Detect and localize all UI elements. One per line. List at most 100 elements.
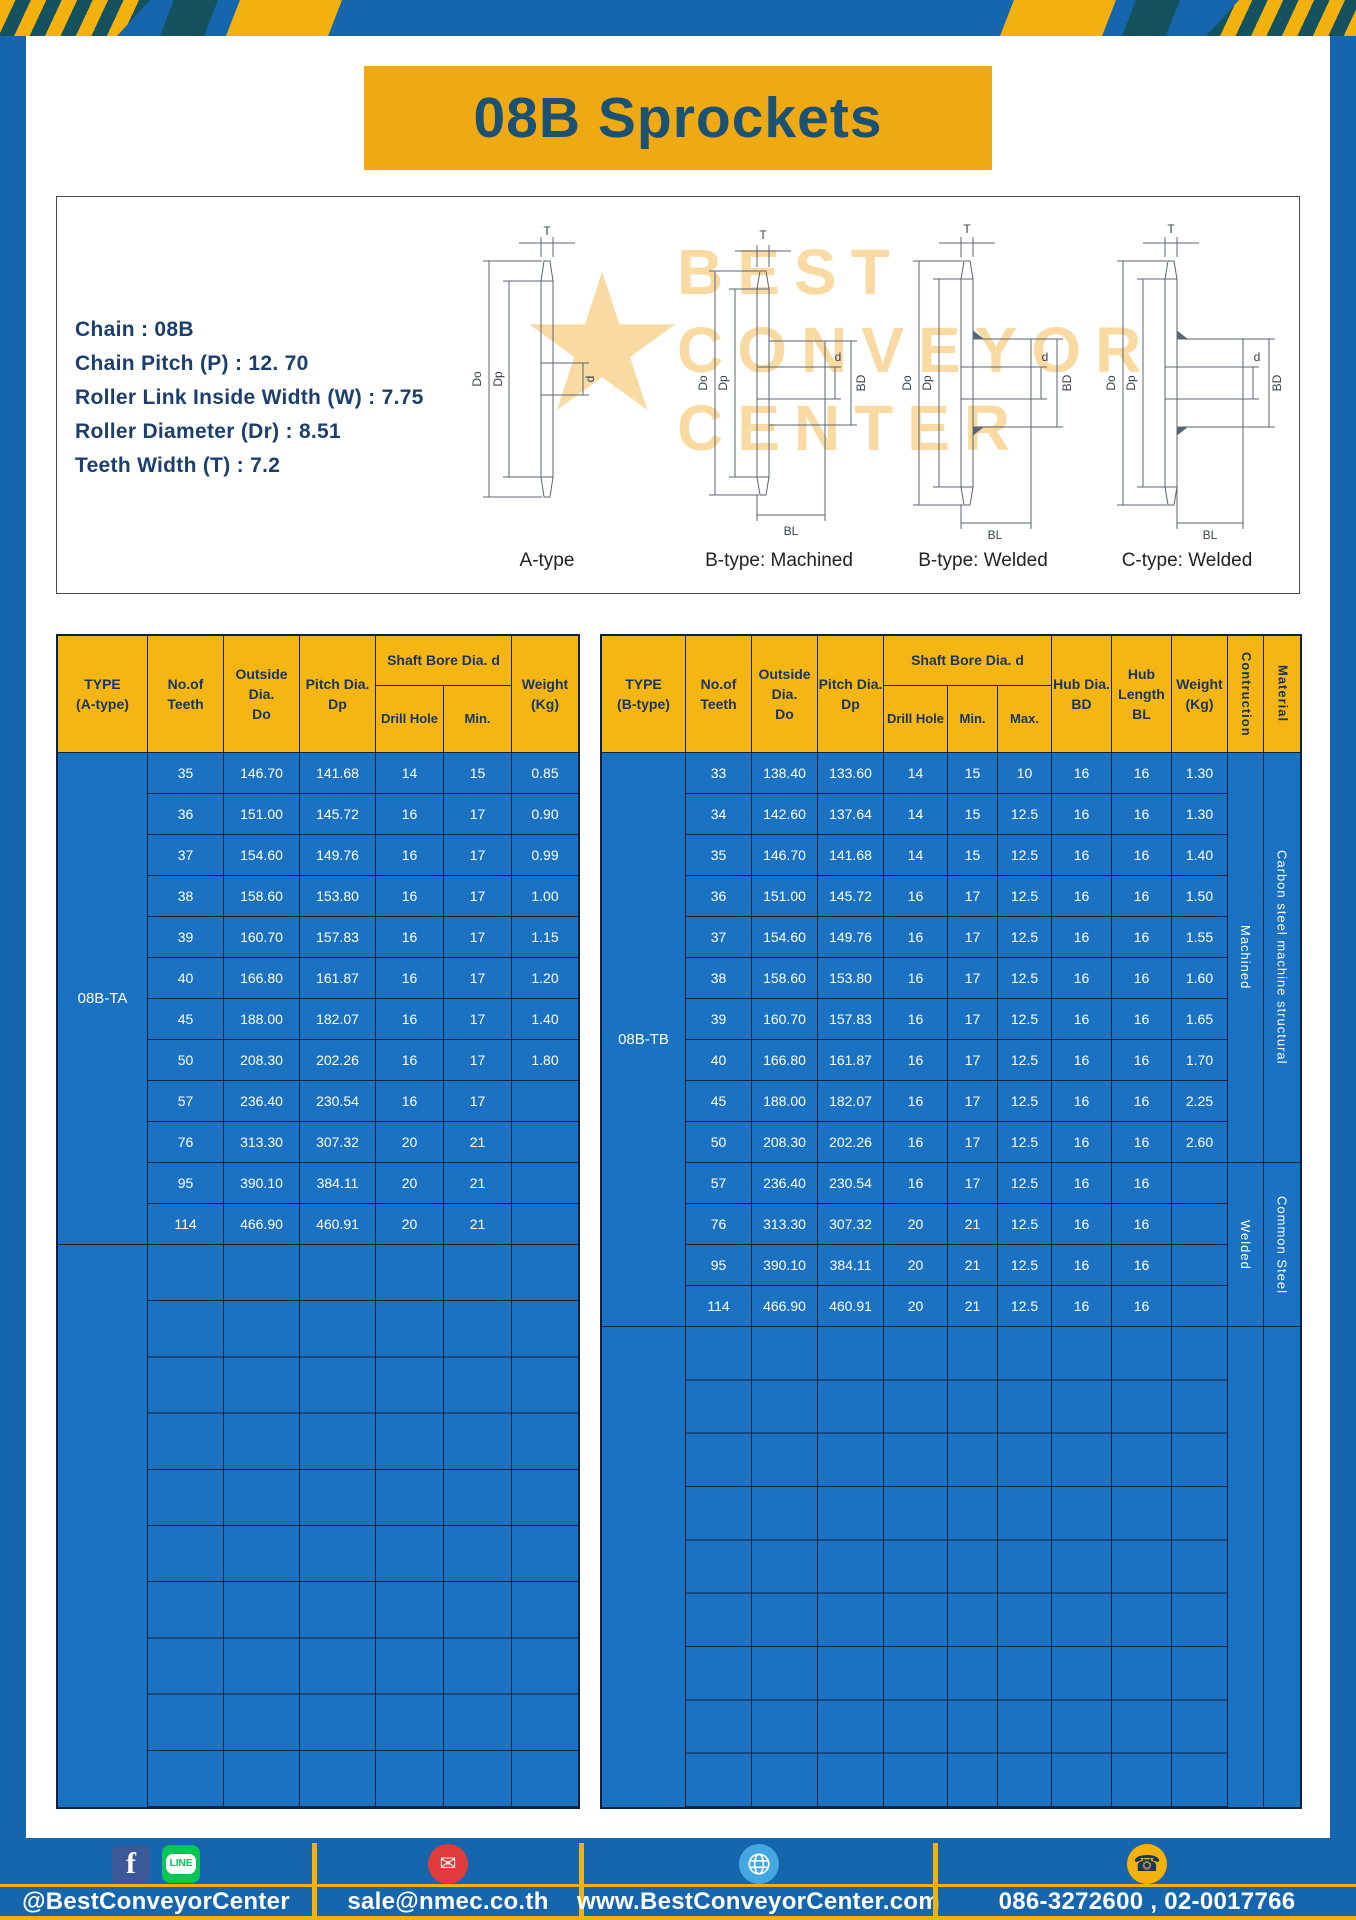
table-b-hub-dia-cell: 16 (1052, 1204, 1111, 1245)
table-a-outside-cell: 166.80 (224, 958, 299, 999)
svg-text:Dp: Dp (491, 371, 505, 387)
globe-icon (738, 1843, 779, 1884)
table-b-max-cell: 12.5 (998, 1163, 1051, 1204)
table-b-header-min: Min. (948, 686, 997, 753)
svg-text:T: T (1167, 223, 1175, 236)
table-a-teeth-cell: 50 (148, 1040, 223, 1081)
table-b-weight-cell (1172, 1163, 1227, 1204)
table-a-col-shaft-bore: Shaft Bore Dia. d Drill Hole 14 16 16 16 16 1… (376, 636, 512, 1807)
table-b-outside-cell: 160.70 (752, 999, 817, 1040)
table-b-max-cell: 12.5 (998, 958, 1051, 999)
footer-website-label: www.BestConveyorCenter.com (577, 1887, 941, 1915)
table-b-teeth-cell: 38 (686, 958, 751, 999)
table-a-type-label: 08B-TA (58, 753, 147, 1245)
table-a-weight-cell (512, 1122, 578, 1163)
table-b-empty-rows (884, 1327, 947, 1807)
table-b-teeth-cell: 40 (686, 1040, 751, 1081)
table-b-drill-cell: 14 (884, 794, 947, 835)
table-a-drill-cell: 16 (376, 876, 443, 917)
table-b-weight-cell: 2.25 (1172, 1081, 1227, 1122)
construction-empty-cell (1228, 1327, 1263, 1807)
svg-text:Do: Do (1104, 375, 1118, 391)
figure-caption: B-type: Welded (918, 550, 1048, 571)
table-b-header-pitch: Pitch Dia. Dp (818, 636, 883, 753)
table-a-outside-cell: 188.00 (224, 999, 299, 1040)
table-a-min-cell: 17 (444, 876, 511, 917)
table-b-max-cell: 12.5 (998, 1040, 1051, 1081)
table-a-drill-cell: 20 (376, 1204, 443, 1245)
title-banner: 08B Sprockets (364, 66, 992, 170)
table-a-pitch-cell: 157.83 (300, 917, 375, 958)
line-icon: LINE (162, 1844, 200, 1883)
table-b-min-cell: 17 (948, 1163, 997, 1204)
b-type-welded-drawing-icon: T Do Dp d BD BL (900, 222, 1074, 542)
material-carbon-steel-cell: Carbon steel machine structural (1264, 753, 1300, 1163)
table-a-weight-cell: 1.20 (512, 958, 578, 999)
table-a-header-pitch: Pitch Dia. Dp (300, 636, 375, 753)
table-b-pitch-cell: 145.72 (818, 876, 883, 917)
table-a-drill-cell: 16 (376, 917, 443, 958)
table-a-col-weight: Weight (Kg) 0.85 0.90 0.99 1.00 1.15 1.20 1.40… (512, 636, 578, 1807)
table-b-col-pitch-dia: Pitch Dia. Dp 133.60 137.64 141.68 145.72 14… (818, 636, 884, 1807)
table-a-empty-rows (444, 1245, 511, 1807)
table-b-col-teeth: No.of Teeth 33 34 35 36 37 38 39 40 45 50 57 76 95 11… (686, 636, 752, 1807)
table-b-teeth-cell: 37 (686, 917, 751, 958)
svg-text:d: d (1042, 350, 1049, 364)
facebook-icon: f (112, 1844, 150, 1883)
table-b-outside-cell: 466.90 (752, 1286, 817, 1327)
deco-parallelogram-dark-right (1122, 0, 1180, 36)
table-a-weight-cell: 0.85 (512, 753, 578, 794)
table-b-empty-rows (1172, 1327, 1227, 1807)
table-b-hub-length-cell: 16 (1112, 1081, 1171, 1122)
table-a-min-cell: 17 (444, 1040, 511, 1081)
table-b-teeth-cell: 50 (686, 1122, 751, 1163)
table-b-col-min: Min. 15 15 15 17 17 17 17 17 17 17 17 21 21 21 (948, 686, 998, 1807)
table-b-pitch-cell: 182.07 (818, 1081, 883, 1122)
table-b-header-type: TYPE (B-type) (602, 636, 685, 753)
table-a-teeth-cell: 39 (148, 917, 223, 958)
footer-social-icons: f LINE (0, 1843, 312, 1887)
table-b-drill-cell: 16 (884, 999, 947, 1040)
svg-text:d: d (583, 376, 597, 383)
table-b-weight-cell: 1.50 (1172, 876, 1227, 917)
table-b-col-material: Material Carbon steel machine structural… (1264, 636, 1300, 1807)
watermark-line: CENTER (677, 392, 1025, 464)
table-b-teeth-cell: 57 (686, 1163, 751, 1204)
table-b-min-cell: 17 (948, 958, 997, 999)
table-a-teeth-cell: 36 (148, 794, 223, 835)
table-b-hub-length-cell: 16 (1112, 1040, 1171, 1081)
svg-text:Do: Do (900, 375, 914, 391)
table-a-min-cell: 17 (444, 958, 511, 999)
line-label: LINE (165, 1853, 197, 1874)
spec-line: Chain : 08B (75, 318, 194, 341)
table-a-min-cell: 17 (444, 917, 511, 958)
table-b-outside-cell: 151.00 (752, 876, 817, 917)
table-b-pitch-cell: 307.32 (818, 1204, 883, 1245)
table-b-hub-length-cell: 16 (1112, 1204, 1171, 1245)
watermark: ★ BEST CONVEYOR CENTER (517, 233, 1155, 467)
material-common-steel-cell: Common Steel (1264, 1163, 1300, 1327)
table-b-min-cell: 17 (948, 876, 997, 917)
table-b-min-cell: 17 (948, 917, 997, 958)
table-b-pitch-cell: 137.64 (818, 794, 883, 835)
table-b-weight-cell: 1.40 (1172, 835, 1227, 876)
table-b-hub-length-cell: 16 (1112, 1245, 1171, 1286)
deco-parallelogram-dark-left (160, 0, 218, 36)
table-a-drill-cell: 20 (376, 1163, 443, 1204)
table-b-hub-dia-cell: 16 (1052, 917, 1111, 958)
table-b-hub-length-cell: 16 (1112, 958, 1171, 999)
figure-caption: C-type: Welded (1121, 550, 1253, 571)
table-a-weight-cell: 1.40 (512, 999, 578, 1040)
table-b-drill-cell: 16 (884, 958, 947, 999)
table-b-hub-dia-cell: 16 (1052, 1286, 1111, 1327)
table-a-weight-cell: 1.00 (512, 876, 578, 917)
svg-text:T: T (543, 224, 551, 238)
table-b-hub-dia-cell: 16 (1052, 835, 1111, 876)
table-b: TYPE (B-type) 08B-TB No.of Teeth 33 34 35 3… (600, 634, 1302, 1809)
table-b-hub-length-cell: 16 (1112, 753, 1171, 794)
svg-text:Do: Do (696, 375, 710, 391)
table-b-drill-cell: 14 (884, 753, 947, 794)
c-type-welded-drawing-icon: T Do Dp d BD BL (1104, 222, 1284, 542)
table-a-drill-cell: 16 (376, 1040, 443, 1081)
